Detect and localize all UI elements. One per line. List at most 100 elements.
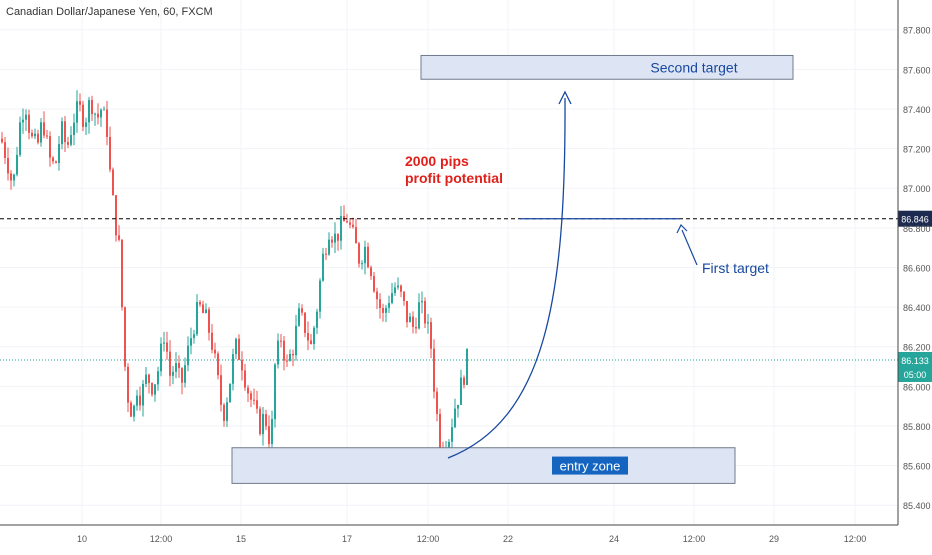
candle-body — [214, 349, 216, 354]
candle-body — [304, 312, 306, 333]
candle-body — [163, 342, 165, 344]
y-tick-label: 86.600 — [903, 263, 931, 273]
candle-body — [346, 221, 348, 223]
candle-body — [37, 133, 39, 143]
candle-body — [184, 365, 186, 383]
annotations: Second target entry zone First target 2000 … — [231, 54, 794, 484]
candle-body — [427, 322, 429, 324]
candle-body — [319, 280, 321, 312]
y-tick-label: 86.000 — [903, 382, 931, 392]
candle-body — [61, 121, 63, 145]
candle-body — [142, 383, 144, 406]
x-tick-label: 15 — [236, 534, 246, 544]
candle-body — [298, 308, 300, 326]
candle-body — [433, 348, 435, 392]
candle-body — [91, 100, 93, 115]
candle-body — [73, 122, 75, 136]
candle-body — [169, 351, 171, 376]
candle-body — [274, 364, 276, 420]
candle-body — [127, 366, 129, 403]
candle-body — [172, 371, 174, 376]
candles — [1, 90, 468, 464]
candle-body — [403, 291, 405, 301]
x-tick-label: 12:00 — [417, 534, 440, 544]
y-tick-label: 86.800 — [903, 224, 931, 234]
candle-body — [439, 413, 441, 449]
candle-body — [133, 405, 135, 417]
candle-body — [244, 370, 246, 388]
candle-body — [109, 136, 111, 170]
candle-body — [34, 133, 36, 137]
candle-body — [265, 414, 267, 427]
candle-body — [451, 427, 453, 442]
candle-body — [448, 441, 450, 453]
candle-body — [289, 353, 291, 361]
y-tick-label: 85.800 — [903, 422, 931, 432]
chart-title: Canadian Dollar/Japanese Yen, 60, FXCM — [6, 6, 213, 18]
profit-potential-line2: profit potential — [405, 170, 503, 186]
candle-body — [355, 227, 357, 244]
resistance-price-tag — [898, 210, 932, 227]
candle-body — [367, 246, 369, 268]
candle-body — [16, 154, 18, 175]
candle-body — [292, 353, 294, 356]
candle-body — [463, 377, 465, 385]
candle-body — [409, 316, 411, 323]
entry-zone-label: entry zone — [560, 459, 621, 474]
x-tick-label: 22 — [503, 534, 513, 544]
candle-body — [7, 157, 9, 174]
candle-body — [301, 308, 303, 313]
candle-body — [412, 316, 414, 327]
candle-body — [121, 239, 123, 308]
candle-body — [310, 340, 312, 344]
candle-body — [364, 246, 366, 264]
grid — [0, 0, 898, 525]
candle-body — [397, 285, 399, 288]
y-tick-label: 87.400 — [903, 105, 931, 115]
candle-body — [103, 109, 105, 111]
candle-body — [334, 233, 336, 243]
candle-body — [85, 122, 87, 127]
candle-body — [49, 136, 51, 158]
profit-potential-line1: 2000 pips — [405, 153, 469, 169]
candle-body — [1, 138, 3, 143]
candle-body — [262, 414, 264, 435]
axes: 85.400 85.600 85.800 86.000 86.200 86.400 86.6… — [0, 0, 931, 544]
candle-body — [22, 119, 24, 123]
candle-body — [424, 300, 426, 324]
candle-body — [331, 239, 333, 243]
x-tick-label: 24 — [609, 534, 619, 544]
candle-body — [19, 122, 21, 155]
candle-body — [466, 348, 468, 385]
candle-body — [97, 113, 99, 118]
candle-body — [124, 307, 126, 367]
first-target-arrowhead — [676, 223, 688, 234]
candle-body — [277, 340, 279, 365]
x-tick-label: 29 — [769, 534, 779, 544]
candle-body — [313, 327, 315, 344]
candle-body — [256, 400, 258, 409]
candle-body — [436, 391, 438, 414]
candle-body — [223, 404, 225, 421]
candle-body — [136, 395, 138, 406]
candle-body — [58, 144, 60, 163]
candle-body — [349, 222, 351, 225]
candle-body — [241, 359, 243, 371]
entry-zone-label-bg — [552, 456, 628, 475]
candle-body — [199, 302, 201, 305]
candle-body — [235, 338, 237, 355]
candle-body — [28, 114, 30, 133]
candle-body — [4, 142, 6, 158]
candle-body — [376, 291, 378, 300]
candle-body — [454, 408, 456, 428]
candle-body — [421, 300, 423, 303]
candle-body — [286, 360, 288, 362]
candle-body — [280, 340, 282, 342]
current-price-label: 86.133 — [901, 356, 929, 366]
candle-body — [43, 122, 45, 136]
candle-body — [382, 308, 384, 313]
candle-body — [10, 173, 12, 181]
candle-body — [460, 377, 462, 405]
y-tick-label: 87.800 — [903, 26, 931, 36]
